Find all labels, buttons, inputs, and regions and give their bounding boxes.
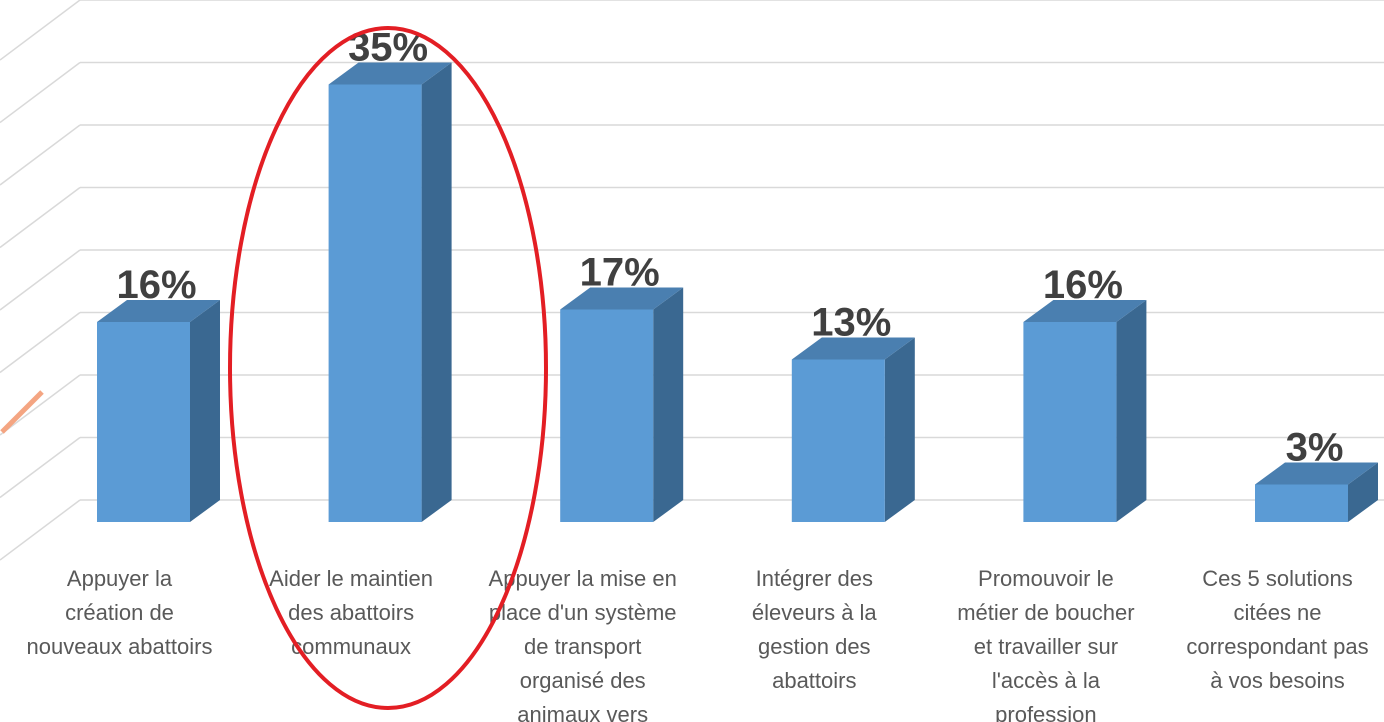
bar [560, 309, 654, 522]
bars: 16% Appuyer la création de nouveaux abattoi… [27, 26, 1378, 722]
bar-top [328, 62, 452, 85]
highlight-ellipse [228, 26, 548, 710]
category-label: Aider le maintien des abattoirs communaux [269, 566, 433, 659]
category-label-line: profession [995, 702, 1097, 722]
category-label-line: création de [65, 600, 174, 625]
category-label-line: citées ne [1233, 600, 1321, 625]
bar-top [560, 287, 684, 310]
bar [791, 359, 885, 522]
bar-top [1255, 462, 1378, 485]
bar-side [1116, 300, 1147, 522]
value-label: 3% [1286, 426, 1344, 470]
side-wall-line [0, 124, 81, 186]
bar [328, 84, 422, 522]
category-label: Promouvoir le métier de boucher et travail… [957, 566, 1134, 722]
side-wall-line [0, 61, 81, 124]
bar-side [884, 337, 915, 522]
category-label-line: place d'un système [489, 600, 677, 625]
category-label-line: à vos besoins [1210, 668, 1345, 693]
bar [1023, 322, 1117, 522]
category-label: Ces 5 solutions citées ne correspondant pa… [1186, 566, 1368, 693]
side-wall-line [0, 249, 81, 311]
category-label-line: animaux vers [517, 702, 648, 722]
category-label-line: l'accès à la [992, 668, 1101, 693]
decoration-line [0, 390, 44, 434]
value-label: 13% [811, 301, 891, 345]
category-label: Appuyer la création de nouveaux abattoirs [27, 566, 213, 659]
bar-side [653, 287, 684, 522]
bar-top [791, 337, 915, 360]
category-label-line: de transport [524, 634, 641, 659]
side-wall-line [0, 436, 81, 499]
category-label-line: gestion des [758, 634, 871, 659]
category-label-line: éleveurs à la [752, 600, 878, 625]
value-label: 17% [580, 251, 660, 295]
grid [0, 0, 1384, 561]
category-label-line: nouveaux abattoirs [27, 634, 213, 659]
bar-top [97, 300, 220, 322]
category-label-line: métier de boucher [957, 600, 1134, 625]
category-label-line: Ces 5 solutions [1202, 566, 1352, 591]
bar-side [421, 62, 452, 522]
category-label-line: organisé des [520, 668, 646, 693]
side-wall-line [0, 499, 81, 561]
category-label-line: des abattoirs [288, 600, 414, 625]
category-label-line: et travailler sur [974, 634, 1118, 659]
side-wall-line [0, 0, 81, 61]
side-wall-line [0, 311, 81, 374]
category-label-line: abattoirs [772, 668, 856, 693]
category-label-line: Appuyer la [67, 566, 173, 591]
category-label-line: Intégrer des [756, 566, 873, 591]
category-label-line: Aider le maintien [269, 566, 433, 591]
side-wall-line [0, 186, 81, 249]
bar-side [1348, 462, 1378, 522]
bar [1255, 484, 1348, 522]
value-label: 16% [116, 263, 196, 307]
value-label: 16% [1043, 263, 1123, 307]
side-wall-line [0, 374, 81, 436]
bar-top [1023, 300, 1147, 322]
category-label-line: communaux [291, 634, 411, 659]
bar [97, 322, 190, 522]
category-label-line: correspondant pas [1186, 634, 1368, 659]
category-label: Appuyer la mise en place d'un système de t… [489, 566, 677, 722]
category-label-line: Appuyer la mise en [489, 566, 677, 591]
category-label-line: Promouvoir le [978, 566, 1114, 591]
category-label: Intégrer des éleveurs à la gestion des abat… [752, 566, 878, 693]
bar-side [190, 300, 220, 522]
